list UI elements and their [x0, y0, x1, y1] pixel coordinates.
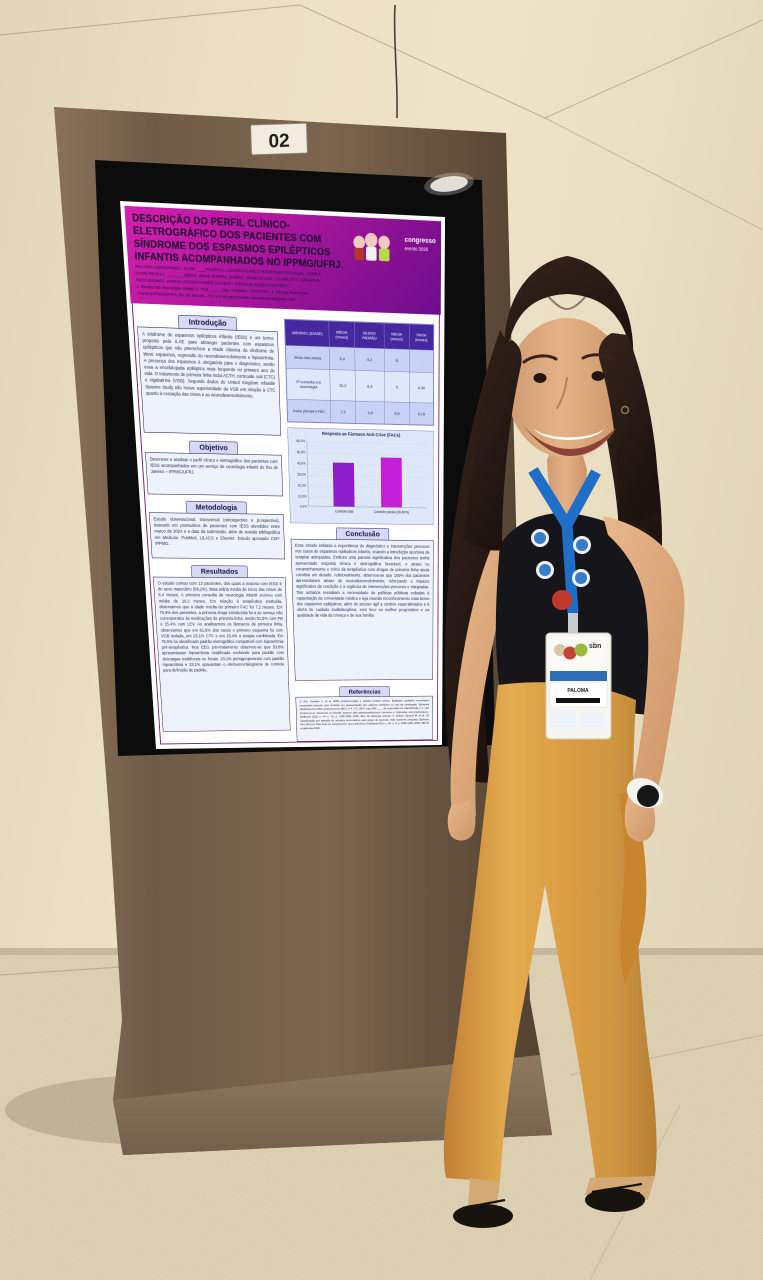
- svg-text:sbn: sbn: [589, 643, 601, 650]
- svg-text:PALOMA: PALOMA: [567, 688, 589, 694]
